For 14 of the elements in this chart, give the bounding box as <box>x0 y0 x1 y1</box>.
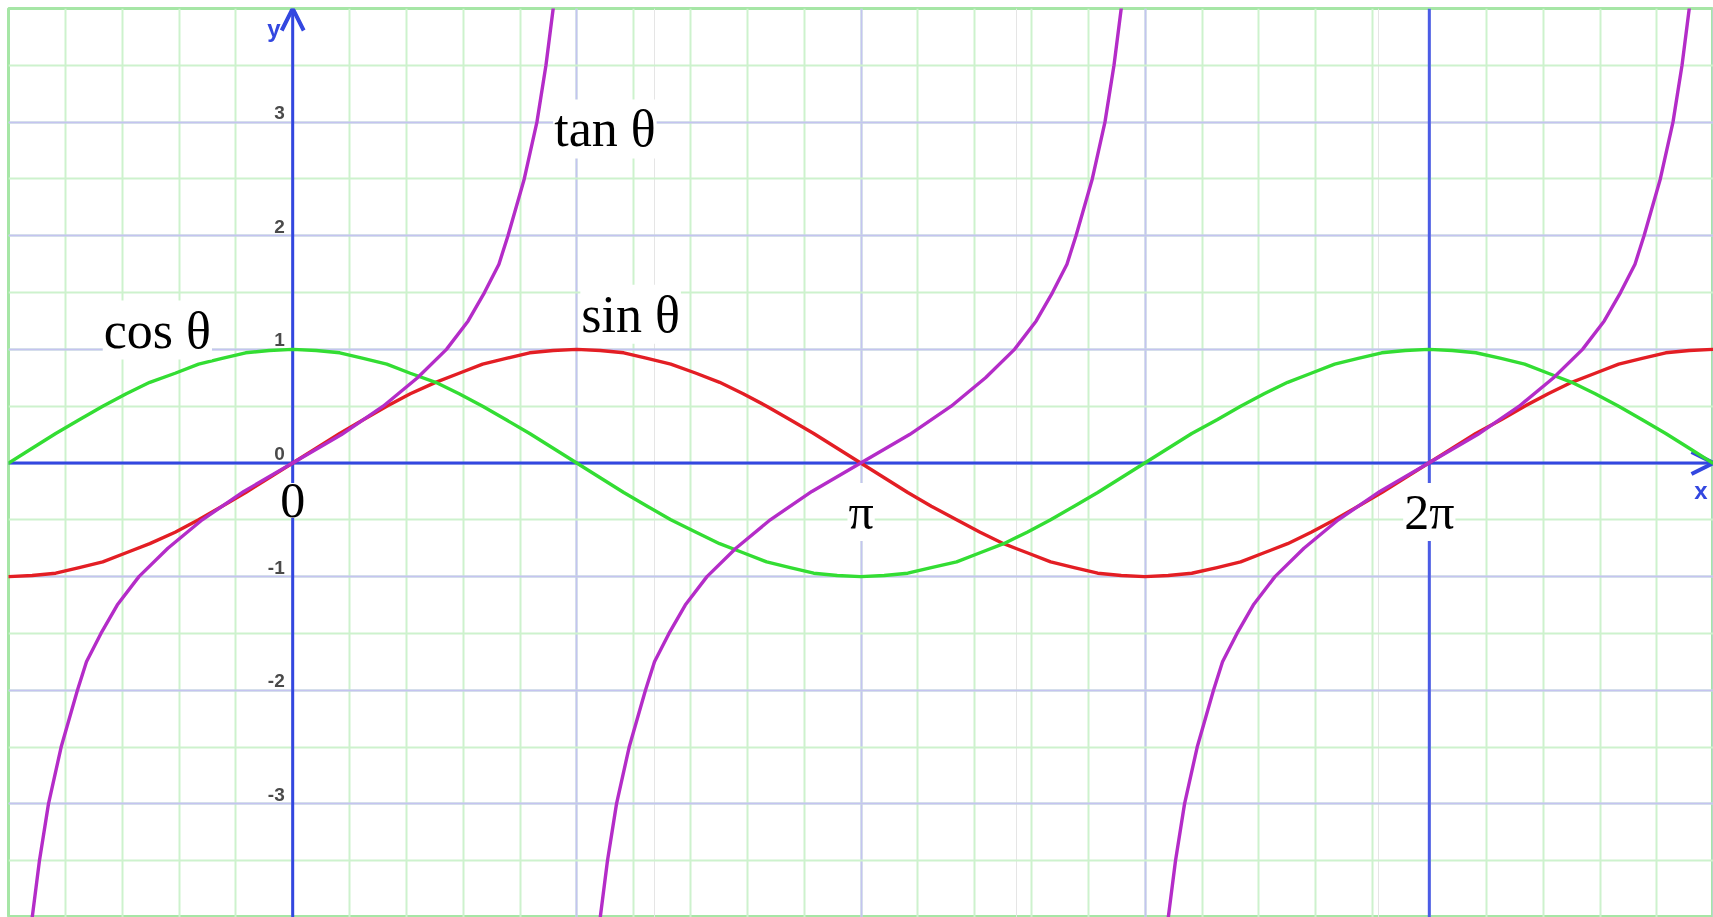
y-tick-label: 3 <box>274 102 285 124</box>
y-tick-label: -3 <box>267 783 285 805</box>
series-label: sin θ <box>581 285 680 343</box>
series-label: cos θ <box>103 301 211 359</box>
x-tick-label: π <box>848 484 874 540</box>
y-tick-label: 1 <box>274 329 286 351</box>
y-tick-label: 2 <box>274 215 285 237</box>
y-tick-label: -2 <box>267 670 285 692</box>
y-tick-label: 0 <box>274 443 285 464</box>
x-tick-label: 2π <box>1404 484 1455 540</box>
series-label: tan θ <box>554 100 656 158</box>
x-axis-title: x <box>1694 477 1709 504</box>
y-tick-label: -1 <box>267 556 286 578</box>
y-axis-title: y <box>267 14 282 42</box>
